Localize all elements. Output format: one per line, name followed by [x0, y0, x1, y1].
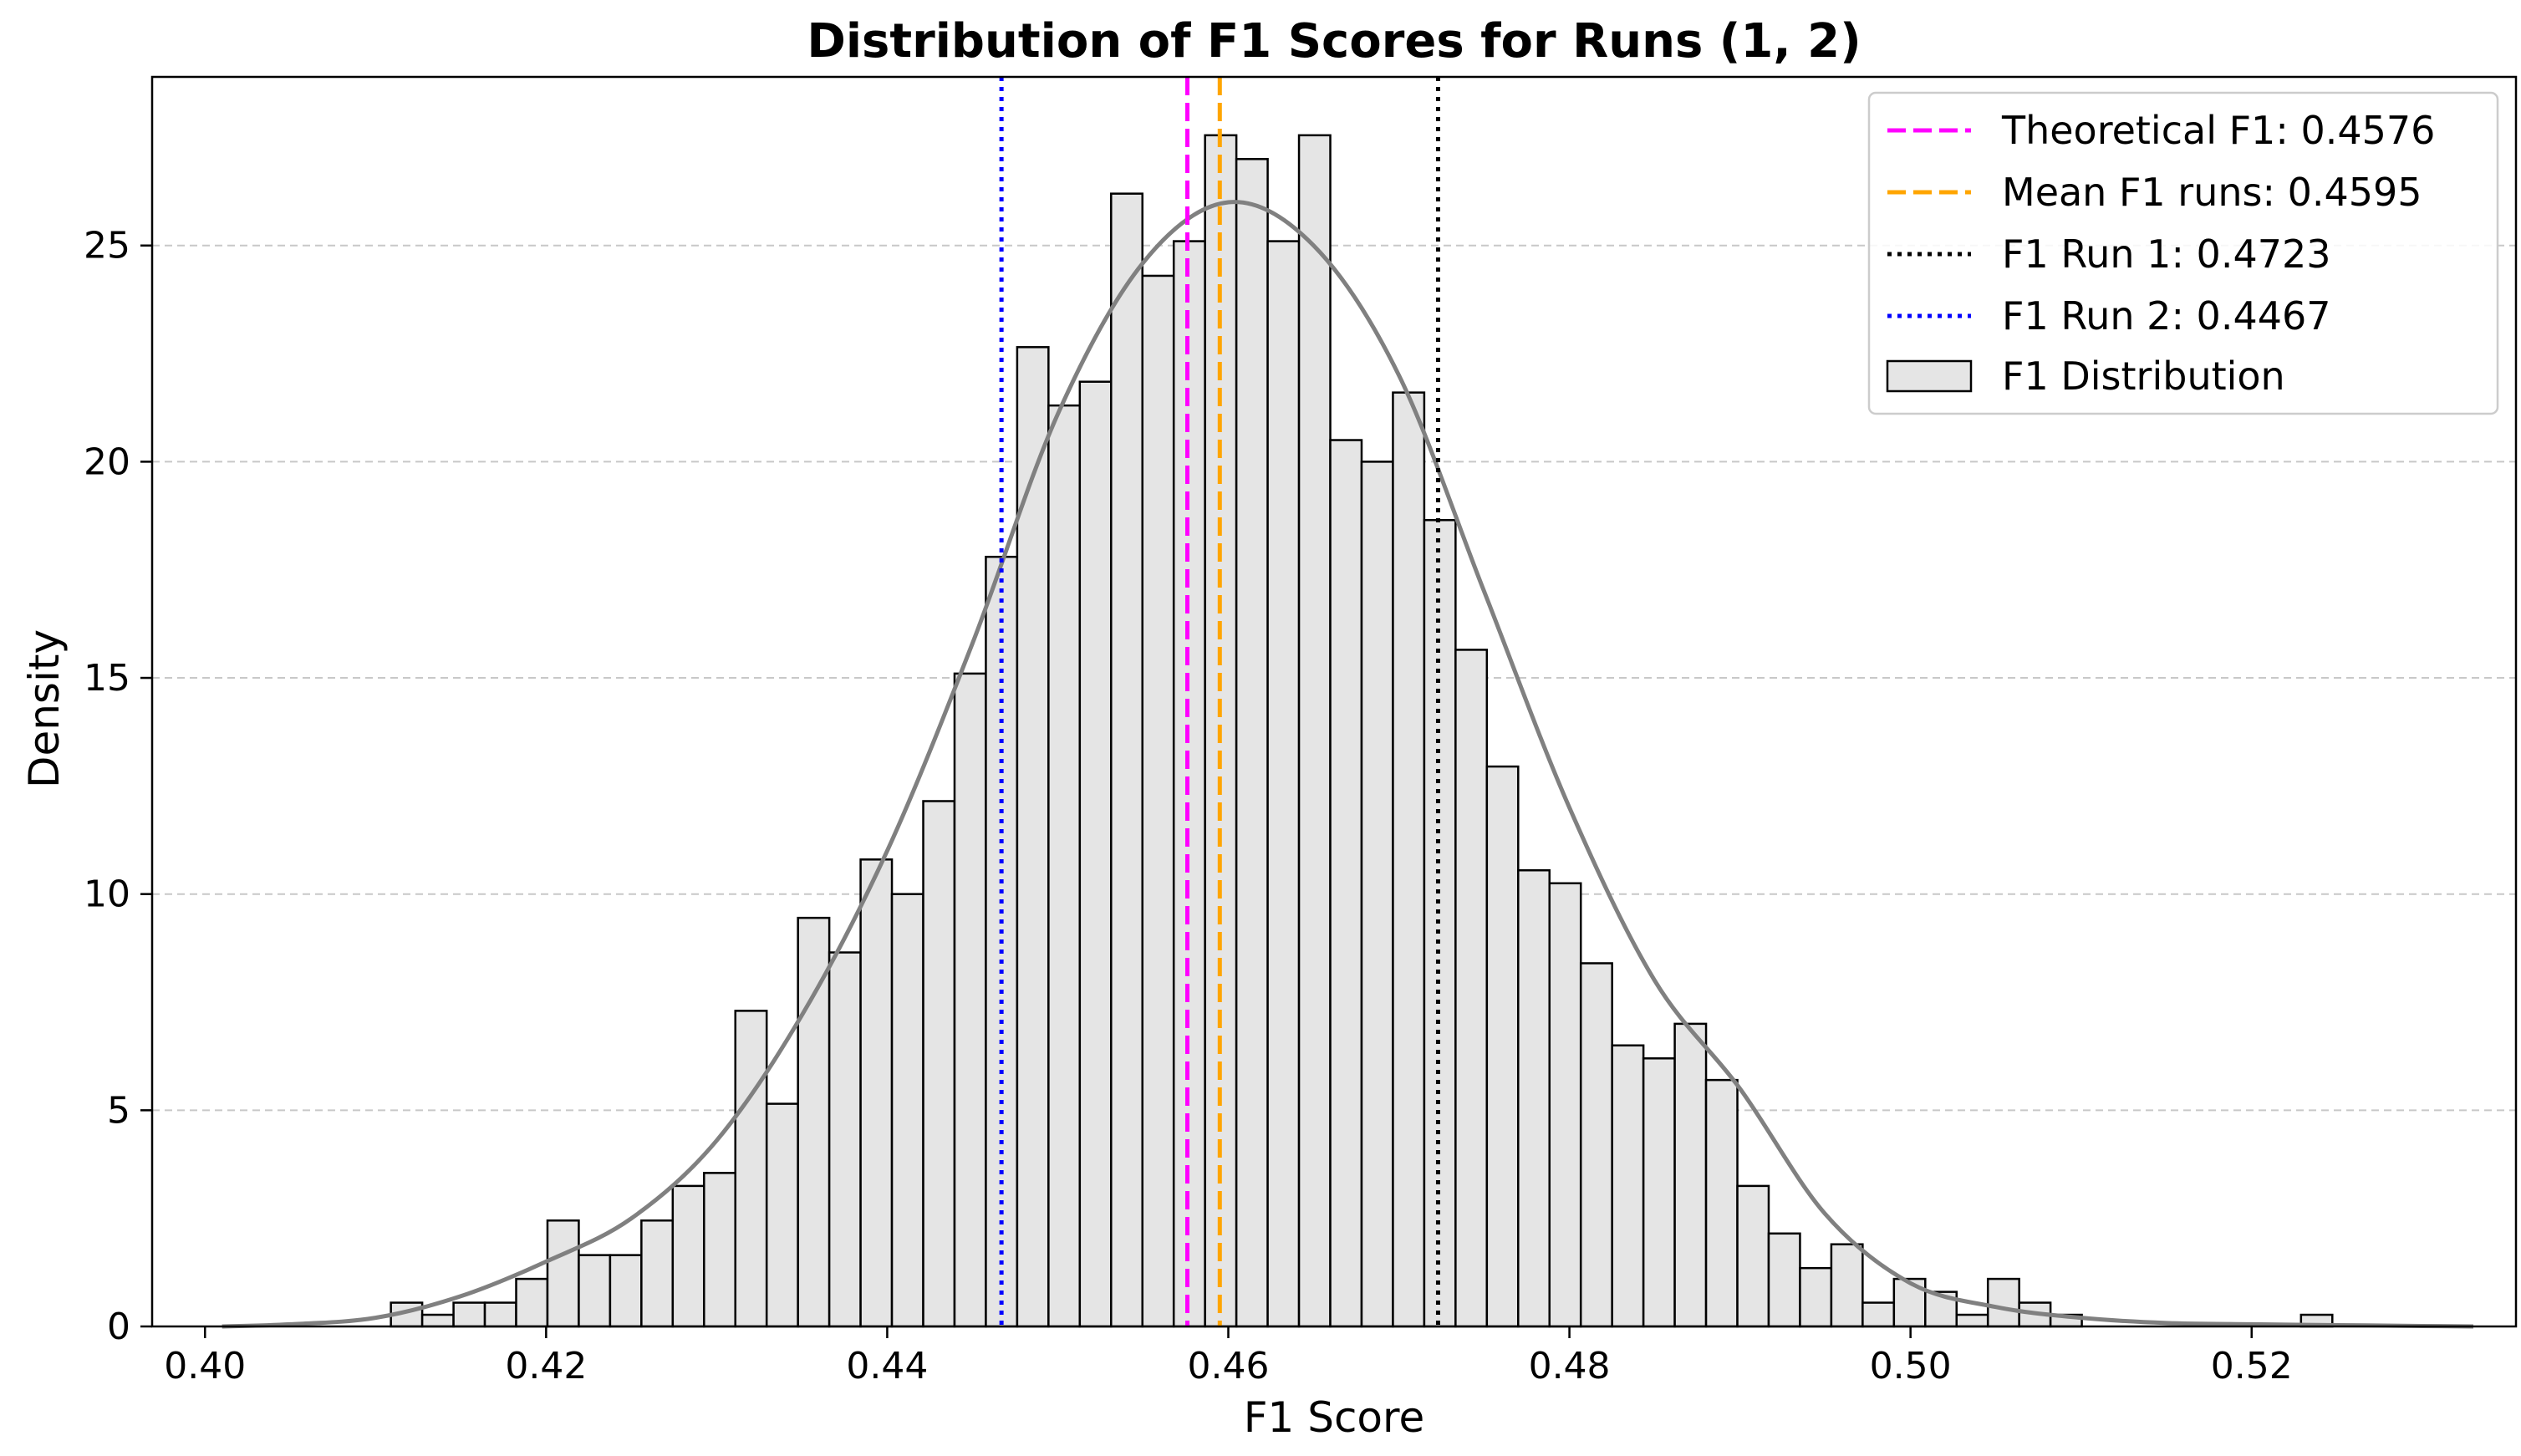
- x-tick-label: 0.40: [164, 1345, 246, 1387]
- histogram-bar: [1861, 1301, 1896, 1328]
- x-tick-label: 0.50: [1870, 1345, 1952, 1387]
- histogram-bar: [1266, 240, 1301, 1328]
- y-tick-label: 25: [84, 225, 130, 267]
- legend-label-run2: F1 Run 2: 0.4467: [2002, 293, 2331, 339]
- histogram-bar: [1047, 404, 1082, 1328]
- x-tick-label: 0.46: [1188, 1345, 1270, 1387]
- histogram-bar: [890, 893, 924, 1328]
- histogram-bar: [1955, 1313, 1989, 1328]
- histogram-bar: [1016, 346, 1050, 1328]
- x-tick-label: 0.52: [2211, 1345, 2293, 1387]
- histogram-bar: [1704, 1078, 1739, 1328]
- x-axis-label: F1 Score: [1244, 1393, 1425, 1442]
- histogram-bar: [1767, 1232, 1801, 1328]
- histogram-bar: [1360, 461, 1394, 1328]
- y-tick-label: 20: [84, 440, 130, 483]
- histogram-bar: [1392, 391, 1426, 1328]
- histogram-bar: [1078, 380, 1113, 1328]
- histogram-bar: [1141, 274, 1175, 1328]
- x-tick-label: 0.42: [505, 1345, 587, 1387]
- chart-title: Distribution of F1 Scores for Runs (1, 2…: [807, 14, 1861, 69]
- x-tick-label: 0.48: [1529, 1345, 1611, 1387]
- histogram-bar: [1548, 882, 1582, 1328]
- histogram-bar: [859, 858, 894, 1328]
- histogram-bar: [420, 1313, 455, 1328]
- x-tick-label: 0.44: [846, 1345, 928, 1387]
- histogram-bar: [1485, 765, 1520, 1328]
- histogram-bar: [1454, 649, 1489, 1328]
- legend-box: [1867, 91, 2499, 415]
- histogram-bar: [1517, 868, 1551, 1328]
- histogram-bar: [1736, 1184, 1770, 1328]
- histogram-bar: [1110, 192, 1143, 1328]
- y-tick-label: 0: [107, 1306, 130, 1348]
- histogram-bar: [922, 800, 956, 1328]
- histogram-bar: [640, 1219, 675, 1328]
- legend-label-histogram: F1 Distribution: [2002, 354, 2285, 399]
- histogram-bar: [1329, 439, 1363, 1328]
- histogram-bar: [1579, 962, 1613, 1328]
- histogram-bar: [953, 672, 987, 1328]
- legend-label-run1: F1 Run 1: 0.4723: [2002, 232, 2331, 277]
- histogram-bar: [671, 1184, 705, 1328]
- histogram-bar: [483, 1301, 517, 1328]
- y-axis-label: Density: [20, 629, 69, 788]
- legend-label-mean: Mean F1 runs: 0.4595: [2002, 170, 2422, 215]
- x-axis-ticks: 0.40 0.42 0.44 0.46 0.48 0.50 0.52: [164, 1326, 2293, 1387]
- kde-curve: [222, 200, 2474, 1329]
- y-tick-label: 15: [84, 657, 130, 700]
- histogram-bar: [1611, 1044, 1645, 1328]
- histogram-bar: [1235, 158, 1269, 1328]
- histogram-bar: [546, 1219, 580, 1328]
- histogram-bar: [578, 1254, 612, 1328]
- legend: Theoretical F1: 0.4576 Mean F1 runs: 0.4…: [1867, 91, 2499, 415]
- plot-frame: [150, 75, 2518, 1328]
- histogram-bar: [765, 1102, 799, 1328]
- histogram-bar: [734, 1010, 768, 1328]
- histogram-bar: [828, 951, 862, 1328]
- histogram-bar: [1297, 134, 1332, 1328]
- legend-handle-histogram: [1886, 359, 1973, 393]
- reference-lines: [999, 77, 1440, 1326]
- y-tick-label: 10: [84, 873, 130, 916]
- y-axis-ticks: 0 5 10 15 20 25: [84, 225, 152, 1348]
- histogram-bar: [1799, 1266, 1833, 1328]
- histogram-bar: [1642, 1057, 1676, 1328]
- histogram-bar: [703, 1172, 736, 1328]
- histogram-bar: [1986, 1277, 2020, 1328]
- histogram-bar: [609, 1254, 643, 1328]
- y-tick-label: 5: [107, 1089, 130, 1132]
- histogram-bar: [1673, 1022, 1708, 1328]
- histogram-bar: [452, 1301, 486, 1328]
- legend-label-theoretical: Theoretical F1: 0.4576: [2001, 108, 2435, 153]
- histogram-bar: [1830, 1243, 1864, 1328]
- histogram-bar: [515, 1277, 549, 1328]
